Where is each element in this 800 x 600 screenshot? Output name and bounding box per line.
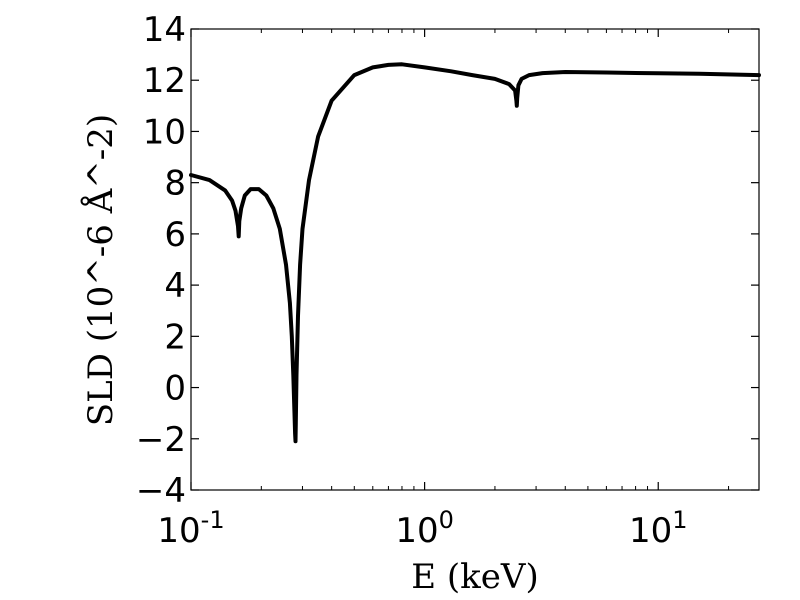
- plot-frame: [190, 28, 760, 491]
- y-tick-label: 10: [143, 112, 186, 152]
- axis-tick-labels: −4 −2 0 2 4 6 8 10 12 14 10-1 100 101: [136, 10, 688, 551]
- series-line: [189, 62, 761, 444]
- x-axis-label: E (keV): [411, 557, 538, 597]
- y-tick-label: −2: [136, 420, 186, 460]
- y-axis-label: SLD (10^-6 Å^-2): [80, 114, 121, 426]
- x-tick-label: 100: [395, 506, 454, 551]
- y-tick-label: 0: [164, 369, 186, 409]
- plot-area: [191, 29, 759, 490]
- y-tick-label: 12: [143, 61, 186, 101]
- y-tick-label: 2: [164, 317, 186, 357]
- axis-ticks: [190, 28, 759, 491]
- x-tick-label: 10-1: [157, 506, 224, 551]
- y-tick-label: 8: [164, 164, 186, 204]
- y-tick-label: 4: [164, 266, 186, 306]
- y-tick-label: 6: [164, 215, 186, 255]
- x-tick-label: 101: [629, 506, 688, 551]
- y-tick-label: −4: [136, 471, 186, 511]
- y-tick-label: 14: [143, 10, 186, 50]
